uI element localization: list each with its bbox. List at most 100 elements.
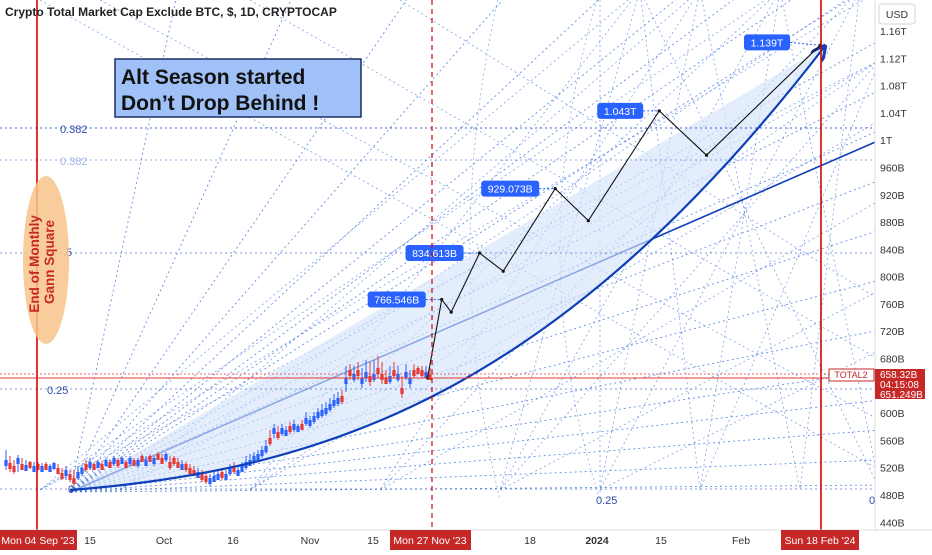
candle-body-37	[152, 458, 156, 464]
y-tick-label-12: 680B	[880, 354, 905, 366]
candle-body-55	[224, 474, 228, 480]
candle-body-16	[68, 474, 72, 480]
candle-body-15	[64, 470, 68, 476]
y-tick-label-14: 600B	[880, 408, 905, 420]
candle-body-77	[312, 416, 316, 422]
y-tick-label-17: 480B	[880, 490, 905, 502]
annotation-line1: Alt Season started	[121, 66, 305, 89]
value-label-4: 1.139T	[751, 37, 784, 49]
gann-ray-14	[69, 0, 734, 493]
candle-body-62	[252, 456, 256, 462]
candle-body-63	[256, 454, 260, 460]
currency-label: USD	[886, 9, 909, 21]
candle-body-7	[32, 466, 36, 472]
y-axis-panel	[875, 0, 932, 530]
annotation-box	[114, 58, 362, 118]
candle-body-12	[52, 463, 56, 469]
y-tick-label-8: 840B	[880, 244, 905, 256]
gann-cross-2-6	[699, 0, 779, 491]
y-tick-label-16: 520B	[880, 463, 905, 475]
y-tick-label-0: 1.16T	[880, 26, 907, 38]
y-tick-label-1: 1.12T	[880, 53, 907, 65]
gann-square-label: End of Monthly Gann Square	[27, 211, 57, 312]
y-tick-label-11: 720B	[880, 326, 905, 338]
x-tick-label-5: 18	[524, 535, 536, 547]
gann-cross-2-2	[249, 0, 770, 491]
candle-body-104	[420, 370, 424, 376]
candle-body-36	[148, 456, 152, 462]
candle-body-46	[188, 468, 192, 474]
gann-cross-0-0	[39, 0, 629, 491]
gann-cross-4-4	[499, 59, 881, 491]
candle-body-56	[228, 468, 232, 474]
x-tick-label-3: Nov	[301, 535, 320, 547]
candle-body-10	[44, 464, 48, 470]
gann-diag-9	[399, 0, 881, 301]
date-tag-mid-text: Mon 27 Nov '23	[393, 535, 466, 547]
candle-body-100	[404, 372, 408, 378]
candle-body-87	[352, 374, 356, 380]
gann-square-oval	[23, 176, 69, 344]
value-label-0: 766.546B	[374, 294, 419, 306]
candle-body-28	[116, 460, 120, 466]
candle-body-17	[72, 478, 76, 484]
gann-diag-4	[499, 289, 881, 491]
candle-body-98	[396, 374, 400, 380]
candle-body-105	[424, 372, 428, 378]
projection-point-7	[657, 109, 661, 113]
candle-body-75	[304, 418, 308, 424]
fib-label-0-left: 0	[68, 484, 74, 496]
gann-ray-11	[69, 459, 881, 493]
candle-body-3	[16, 458, 20, 464]
candle-body-71	[288, 426, 292, 432]
candle-body-42	[172, 458, 176, 464]
candle-body-33	[136, 460, 140, 466]
projection-point-8	[704, 153, 709, 157]
gann-ray-19	[69, 0, 292, 493]
candle-body-95	[384, 378, 388, 384]
candle-body-31	[128, 458, 132, 464]
gann-cross-2-0	[39, 0, 766, 491]
candle-body-92	[372, 374, 376, 380]
gann-cross-0-4	[499, 0, 638, 491]
candle-body-103	[416, 368, 420, 374]
candle-body-78	[316, 412, 320, 418]
x-tick-label-2: 16	[227, 535, 239, 547]
candle-body-47	[192, 470, 196, 476]
y-tick-label-3: 1.04T	[880, 108, 907, 120]
value-label-2: 929.073B	[488, 184, 533, 196]
candle-body-32	[132, 460, 136, 466]
currency-button[interactable]	[878, 3, 916, 25]
candle-body-97	[392, 370, 396, 376]
value-label-box-3	[597, 102, 644, 119]
candle-body-26	[108, 462, 112, 468]
x-tick-label-0: 15	[84, 535, 96, 547]
candle-body-2	[12, 466, 16, 472]
gann-square-line1: End of Monthly	[27, 215, 42, 313]
projection-point-1	[440, 297, 444, 302]
candle-body-11	[48, 466, 52, 472]
y-tick-label-6: 920B	[880, 190, 905, 202]
candle-body-66	[268, 438, 272, 444]
y-tick-label-18: 440B	[880, 517, 905, 529]
gann-ray-17	[69, 0, 504, 493]
y-tick-label-2: 1.08T	[880, 81, 907, 93]
candle-body-70	[284, 430, 288, 436]
candle-body-39	[160, 458, 164, 464]
candle-body-13	[56, 468, 60, 474]
gann-cross-0-2	[249, 0, 633, 491]
value-label-box-4	[744, 34, 790, 51]
price-tag-countdown: 04:15:08	[880, 380, 919, 391]
candle-body-91	[368, 376, 372, 382]
price-tag-last: 658.32B	[880, 370, 918, 381]
x-tick-label-4: 15	[367, 535, 379, 547]
candle-body-74	[300, 424, 304, 430]
candle-body-25	[104, 460, 108, 466]
candle-body-65	[264, 446, 268, 452]
date-tag-left-text: Mon 04 Sep '23	[1, 535, 74, 547]
candle-body-23	[96, 462, 100, 468]
candle-body-101	[408, 378, 412, 384]
candle-body-57	[232, 466, 236, 472]
